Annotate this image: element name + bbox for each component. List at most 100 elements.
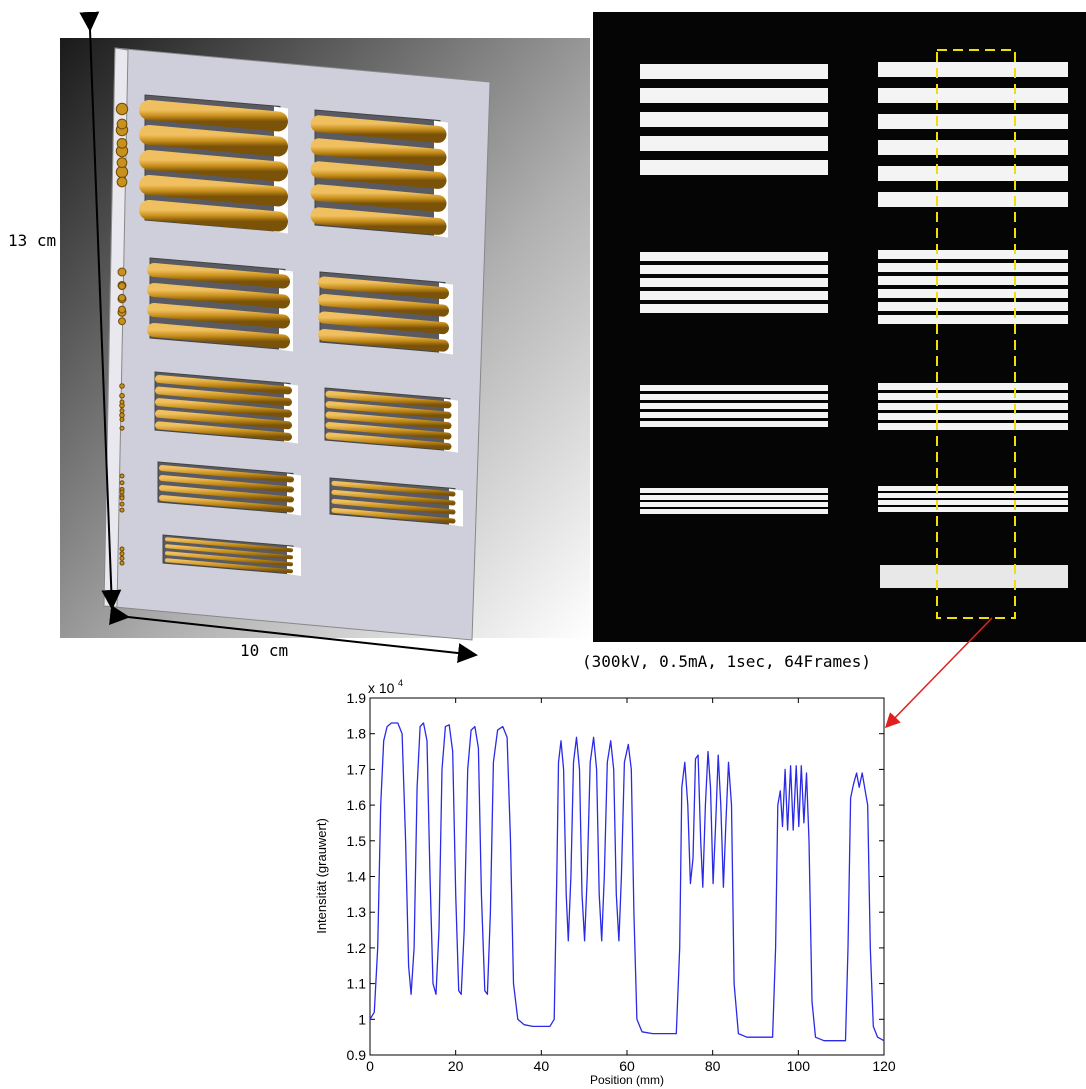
xray-bar: [878, 507, 1068, 512]
rod: [149, 110, 278, 121]
rod: [149, 135, 278, 146]
y-tick-label: 1.1: [347, 976, 367, 992]
rod-end: [120, 547, 124, 551]
xray-bar: [640, 304, 828, 313]
rod-end: [120, 552, 124, 556]
x-axis-label: Position (mm): [590, 1073, 664, 1087]
y-tick-label: 1.5: [347, 833, 367, 849]
rod-end: [117, 158, 127, 168]
rod: [149, 160, 278, 171]
xray-bar: [878, 289, 1068, 298]
rod-end: [118, 268, 126, 276]
y-tick-label: 1.9: [347, 690, 367, 706]
xray-bar: [878, 423, 1068, 430]
rod-end: [120, 426, 124, 430]
line: [370, 723, 884, 1041]
xray-bar: [640, 509, 828, 514]
rod-end: [119, 318, 126, 325]
xray-bar: [640, 265, 828, 274]
figure: 13 cm 10 cm (300kV, 0.5mA, 1sec, 64Frame…: [0, 0, 1086, 1089]
xray-bar: [640, 502, 828, 507]
xray-bar: [878, 315, 1068, 324]
xray-bar: [878, 486, 1068, 491]
width-label: 10 cm: [240, 641, 288, 660]
chart: x 10 4 Position (mm) Intensität (grauwer…: [314, 678, 896, 1087]
rod-end: [120, 508, 124, 512]
xray-bar: [640, 112, 828, 127]
xray-bar: [640, 136, 828, 151]
y-tick-label: 1.4: [347, 869, 367, 885]
rod-end: [117, 138, 127, 148]
rod-end: [120, 561, 124, 565]
rod: [319, 147, 438, 158]
rod-end: [120, 409, 124, 413]
x-tick-label: 40: [534, 1058, 550, 1074]
rod-end: [120, 490, 124, 494]
rod-end: [120, 502, 124, 506]
xray-bar: [640, 412, 828, 418]
xray-bar: [878, 88, 1068, 103]
rod-end: [120, 481, 124, 485]
x-tick-label: 100: [787, 1058, 811, 1074]
xray-bar: [640, 64, 828, 79]
height-label: 13 cm: [8, 231, 56, 250]
y-tick-label: 1.2: [347, 940, 367, 956]
y-tick-label: 1.7: [347, 761, 367, 777]
x-tick-label: 60: [619, 1058, 635, 1074]
rod-end: [119, 294, 126, 301]
rod-end: [120, 496, 124, 500]
xray-bar: [878, 250, 1068, 259]
rod-end: [117, 119, 127, 129]
render: 13 cm 10 cm: [8, 30, 590, 660]
rod-end: [120, 393, 125, 398]
xray: [593, 12, 1086, 642]
rod: [319, 193, 438, 204]
y-tick-label: 1.8: [347, 726, 367, 742]
x-tick-label: 0: [366, 1058, 374, 1074]
x-tick-label: 20: [448, 1058, 464, 1074]
xray-bar: [878, 62, 1068, 77]
xray-bar: [640, 160, 828, 175]
rod-end: [120, 417, 124, 421]
rod: [319, 170, 438, 181]
rod-end: [120, 474, 124, 478]
y-multiplier-exponent: 4: [398, 678, 403, 688]
xray-bar: [878, 302, 1068, 311]
xray-bar: [878, 403, 1068, 410]
xray-bar: [878, 500, 1068, 505]
rod: [319, 124, 438, 135]
xray-bar: [640, 88, 828, 103]
xray-bar: [878, 413, 1068, 420]
rod: [149, 185, 278, 196]
xray-bar: [640, 252, 828, 261]
xray-bar: [640, 278, 828, 287]
xray-bar: [640, 488, 828, 493]
x-tick-label: 80: [705, 1058, 721, 1074]
xray-bar: [878, 276, 1068, 285]
xray-bar: [640, 291, 828, 300]
xray-bar: [640, 421, 828, 427]
xray-bar: [880, 565, 1068, 588]
xray-bar: [878, 166, 1068, 181]
xray-bar: [878, 493, 1068, 498]
rod-end: [119, 283, 126, 290]
xray-bar: [878, 383, 1068, 390]
rod-end: [116, 166, 127, 177]
rod-end: [116, 103, 127, 114]
y-tick-label: 1.6: [347, 797, 367, 813]
y-tick-label: 1: [358, 1011, 366, 1027]
rod-end: [120, 556, 124, 560]
y-tick-label: 1.3: [347, 904, 367, 920]
rod-end: [117, 177, 127, 187]
rod: [149, 210, 278, 221]
y-multiplier: x 10: [368, 680, 395, 696]
xray-bar: [640, 385, 828, 391]
xray-bar: [878, 192, 1068, 207]
settings-label: (300kV, 0.5mA, 1sec, 64Frames): [582, 652, 871, 671]
rod-end: [119, 306, 126, 313]
x-tick-label: 120: [872, 1058, 896, 1074]
xray-bar: [878, 140, 1068, 155]
xray-bar: [640, 394, 828, 400]
y-axis-label: Intensität (grauwert): [314, 818, 329, 934]
rod-end: [120, 384, 125, 389]
